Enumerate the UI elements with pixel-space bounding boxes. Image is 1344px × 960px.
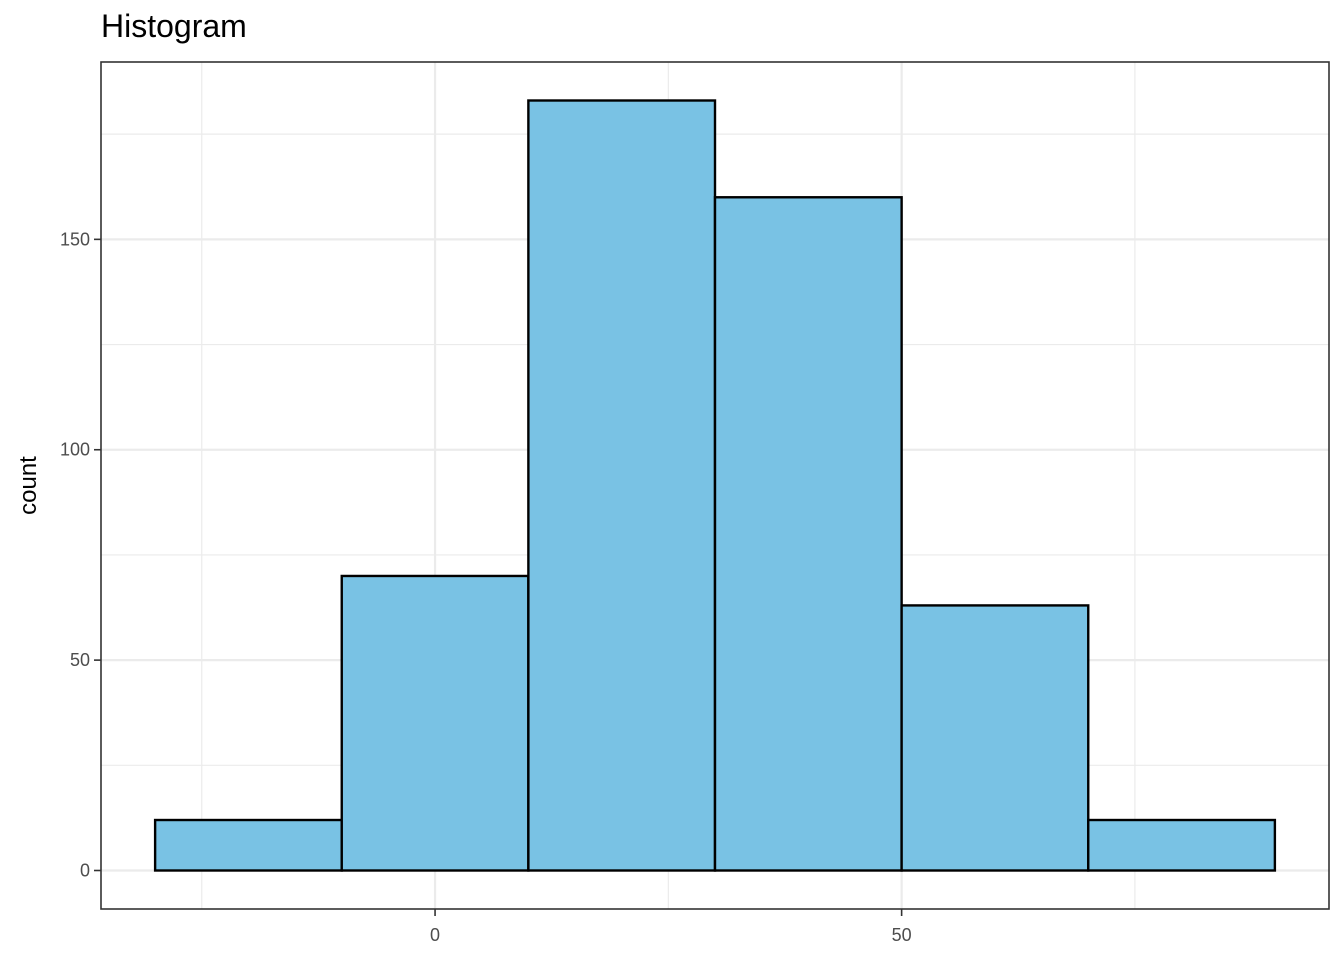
histogram-bar	[900, 604, 1090, 872]
y-axis-title: count	[15, 456, 42, 515]
panel-border	[100, 61, 1330, 910]
x-tick-label: 50	[892, 925, 912, 945]
y-tick-label: 0	[80, 861, 90, 881]
y-tick-label: 50	[70, 650, 90, 670]
y-tick-label: 100	[60, 440, 90, 460]
histogram-bar	[153, 818, 343, 872]
y-tick-label: 150	[60, 229, 90, 249]
histogram-bar	[1087, 818, 1277, 872]
chart-title: Histogram	[101, 8, 247, 44]
axes: 0 50 0 50 100 150	[60, 229, 912, 945]
histogram-bars	[153, 99, 1277, 872]
histogram-bar	[340, 574, 530, 872]
histogram-bar	[713, 196, 903, 872]
histogram-bar	[527, 99, 717, 872]
x-tick-label: 0	[430, 925, 440, 945]
